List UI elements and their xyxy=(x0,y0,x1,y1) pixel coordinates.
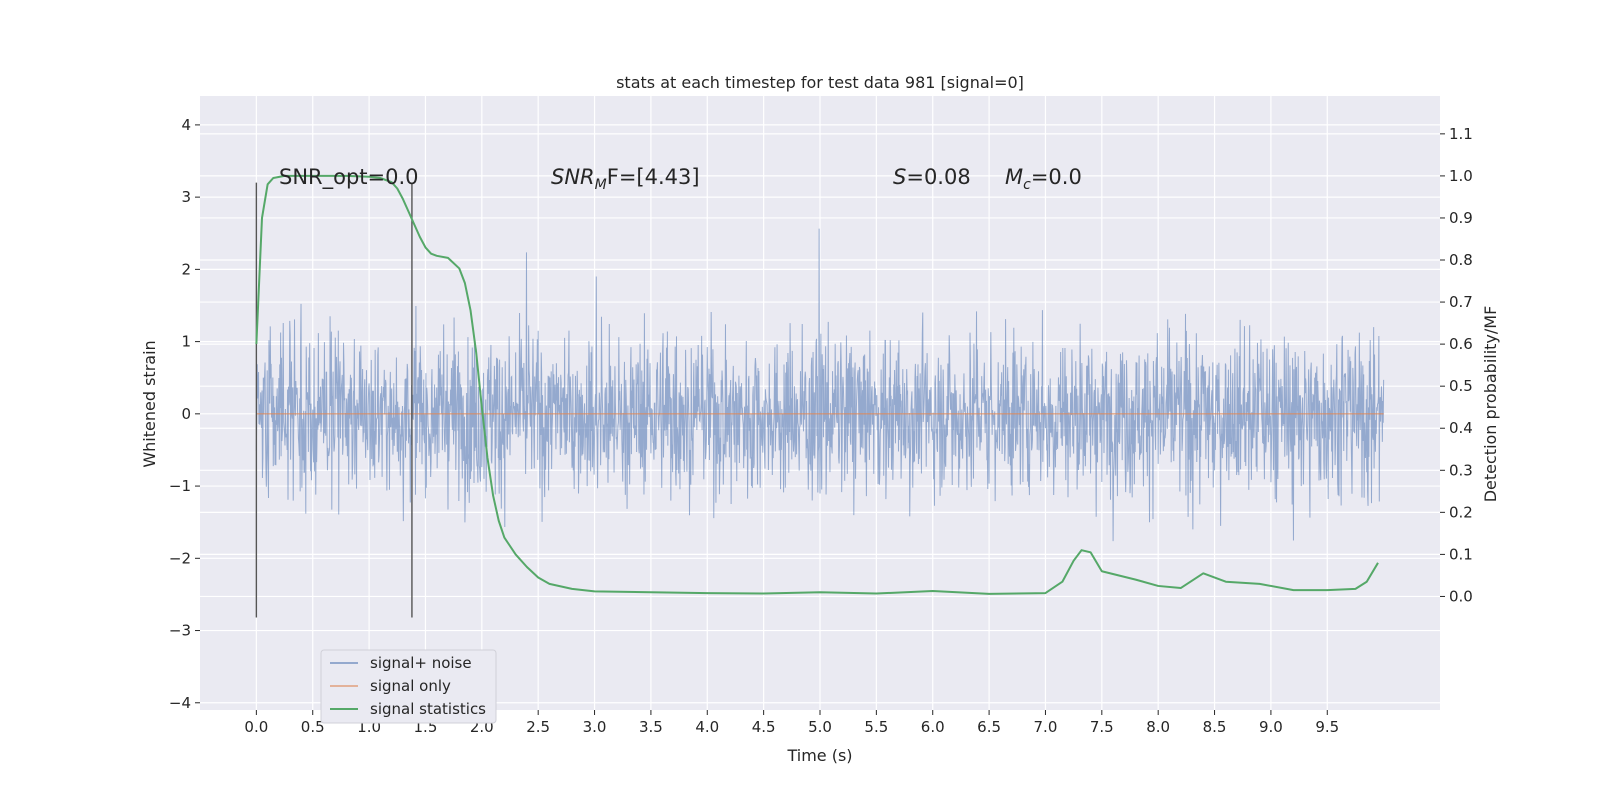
y-right-tick-label-6: 0.6 xyxy=(1449,335,1473,353)
y-right-tick-label-4: 0.4 xyxy=(1449,419,1473,437)
y-left-tick-label-7: 3 xyxy=(181,188,191,206)
y-left-tick-label-6: 2 xyxy=(181,260,191,278)
series-signal-noise xyxy=(255,228,1385,542)
y-right-tick-label-11: 1.1 xyxy=(1449,125,1473,143)
annotation-s-base: S xyxy=(893,165,906,189)
x-tick-label-6: 3.0 xyxy=(583,718,607,736)
y-left-tick-label-2: −2 xyxy=(169,549,191,567)
annotation-chirp-mass: Mc=0.0 xyxy=(1005,165,1082,193)
annotation-snr-mf: SNRMF=[4.43] xyxy=(551,165,700,193)
x-tick-label-13: 6.5 xyxy=(977,718,1001,736)
x-tick-label-7: 3.5 xyxy=(639,718,663,736)
x-tick-label-9: 4.5 xyxy=(752,718,776,736)
signal-statistics-line xyxy=(255,174,1379,595)
annotation-s-rest: =0.08 xyxy=(906,165,970,189)
legend-box xyxy=(320,649,497,724)
legend: signal+ noise signal only signal statist… xyxy=(320,649,497,724)
annotation-snr-mf-sub: M xyxy=(595,177,607,193)
annotation-s: S=0.08 xyxy=(893,165,971,189)
annotation-mc-rest: =0.0 xyxy=(1031,165,1082,189)
y-axis-right-label: Detection probability/MF xyxy=(1481,306,1500,503)
annotation-snr-mf-base: SNR xyxy=(551,165,595,189)
y-left-tick-label-1: −3 xyxy=(169,622,191,640)
x-tick-label-17: 8.5 xyxy=(1203,718,1227,736)
y-right-tick-label-0: 0.0 xyxy=(1449,587,1473,605)
x-tick-label-5: 2.5 xyxy=(526,718,550,736)
x-tick-label-12: 6.0 xyxy=(921,718,945,736)
x-tick-label-10: 5.0 xyxy=(808,718,832,736)
y-left-tick-label-3: −1 xyxy=(169,477,191,495)
legend-label-signal-noise: signal+ noise xyxy=(370,654,472,672)
y-left-tick-label-5: 1 xyxy=(181,333,191,351)
x-tick-label-1: 0.5 xyxy=(301,718,325,736)
annotation-mc-sub: c xyxy=(1023,177,1031,193)
y-right-tick-label-5: 0.5 xyxy=(1449,377,1473,395)
y-right-tick-label-7: 0.7 xyxy=(1449,293,1473,311)
y-right-tick-label-1: 0.1 xyxy=(1449,545,1473,563)
y-left-tick-label-0: −4 xyxy=(169,694,191,712)
x-tick-label-8: 4.0 xyxy=(695,718,719,736)
y-right-tick-label-8: 0.8 xyxy=(1449,251,1473,269)
y-left-tick-label-4: 0 xyxy=(181,405,191,423)
x-tick-label-16: 8.0 xyxy=(1146,718,1170,736)
y-axis-right-ticks: 0.0 0.1 0.2 0.3 0.4 0.5 0.6 0.7 0.8 0.9 1.0 1.1 xyxy=(1440,125,1473,605)
x-axis-label: Time (s) xyxy=(786,746,852,765)
x-tick-label-0: 0.0 xyxy=(244,718,268,736)
annotation-snr-opt: SNR_opt=0.0 xyxy=(279,165,419,190)
y-right-tick-label-3: 0.3 xyxy=(1449,461,1473,479)
y-left-tick-label-8: 4 xyxy=(181,116,191,134)
annotation-mc-base: M xyxy=(1005,165,1023,189)
y-axis-left-label: Whitened strain xyxy=(140,340,159,467)
y-axis-left-ticks: −4 −3 −2 −1 0 1 2 3 4 xyxy=(169,116,200,712)
x-tick-label-19: 9.5 xyxy=(1315,718,1339,736)
x-tick-label-14: 7.0 xyxy=(1034,718,1058,736)
x-tick-label-18: 9.0 xyxy=(1259,718,1283,736)
y-right-tick-label-2: 0.2 xyxy=(1449,503,1473,521)
x-tick-label-11: 5.5 xyxy=(864,718,888,736)
y-right-tick-label-9: 0.9 xyxy=(1449,209,1473,227)
noise-trace xyxy=(255,228,1385,542)
series-signal-statistics xyxy=(255,174,1379,595)
legend-label-signal-only: signal only xyxy=(370,677,451,695)
vertical-markers xyxy=(255,182,413,618)
y-right-tick-label-10: 1.0 xyxy=(1449,167,1473,185)
chart-title: stats at each timestep for test data 981… xyxy=(616,73,1024,92)
annotation-snr-mf-rest: F=[4.43] xyxy=(607,165,700,189)
legend-label-signal-statistics: signal statistics xyxy=(370,700,486,718)
x-tick-label-15: 7.5 xyxy=(1090,718,1114,736)
annotations: SNR_opt=0.0 SNRMF=[4.43] S=0.08 Mc=0.0 xyxy=(279,165,1082,193)
